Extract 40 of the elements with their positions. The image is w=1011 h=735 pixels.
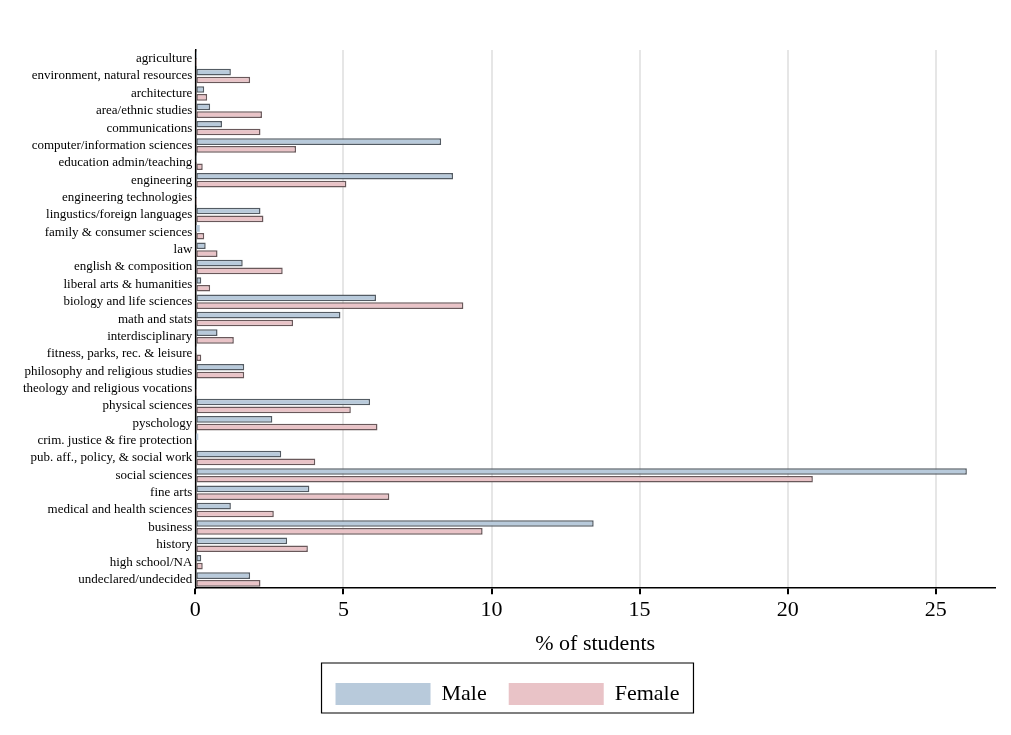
y-tick-label: architecture [130, 84, 193, 100]
y-tick-label: engineering [130, 171, 193, 187]
y-tick-label: lingustics/foreign languages [46, 206, 193, 222]
x-axis-title: % of students [535, 629, 656, 655]
y-tick-label: fine arts [150, 484, 193, 500]
y-tick-label: liberal arts & humanities [63, 275, 193, 291]
y-tick-label: theology and religious vocations [22, 379, 193, 395]
y-tick-label: undeclared/undecided [78, 570, 193, 586]
y-tick-label: interdisciplinary [107, 327, 193, 343]
y-tick-label: medical and health sciences [47, 501, 193, 517]
y-tick-label: physical sciences [102, 397, 193, 413]
y-tick-label: engineering technologies [62, 188, 193, 204]
y-tick-label: environment, natural resources [31, 67, 193, 83]
y-tick-label: philosophy and religious studies [24, 362, 193, 378]
y-tick-label: history [156, 536, 193, 552]
y-tick-label: family & consumer sciences [44, 223, 193, 239]
y-tick-label: biology and life sciences [63, 293, 193, 309]
y-tick-label: math and stats [117, 310, 193, 326]
x-tick-label: 20 [776, 596, 799, 622]
y-tick-label: social sciences [115, 466, 193, 482]
y-tick-label: computer/information sciences [31, 136, 193, 152]
y-tick-label: fitness, parks, rec. & leisure [46, 345, 193, 361]
y-tick-label: pub. aff., policy, & social work [30, 449, 193, 465]
y-tick-label: education admin/teaching [58, 154, 193, 170]
x-tick-label: 0 [189, 596, 201, 622]
y-tick-label: communications [106, 119, 193, 135]
legend-label: Female [614, 679, 680, 705]
y-tick-label: agriculture [136, 50, 193, 66]
x-tick-label: 25 [924, 596, 947, 622]
y-tick-label: crim. justice & fire protection [37, 432, 193, 448]
legend-label: Male [441, 679, 487, 705]
x-tick-label: 5 [337, 596, 349, 622]
y-tick-label: area/ethnic studies [95, 102, 193, 118]
x-tick-label: 10 [480, 596, 503, 622]
y-tick-label: law [173, 241, 193, 257]
y-tick-label: high school/NA [109, 553, 193, 569]
y-tick-label: business [148, 518, 193, 534]
y-tick-label: pyschology [132, 414, 193, 430]
y-tick-label: english & composition [73, 258, 193, 274]
x-tick-label: 15 [628, 596, 651, 622]
